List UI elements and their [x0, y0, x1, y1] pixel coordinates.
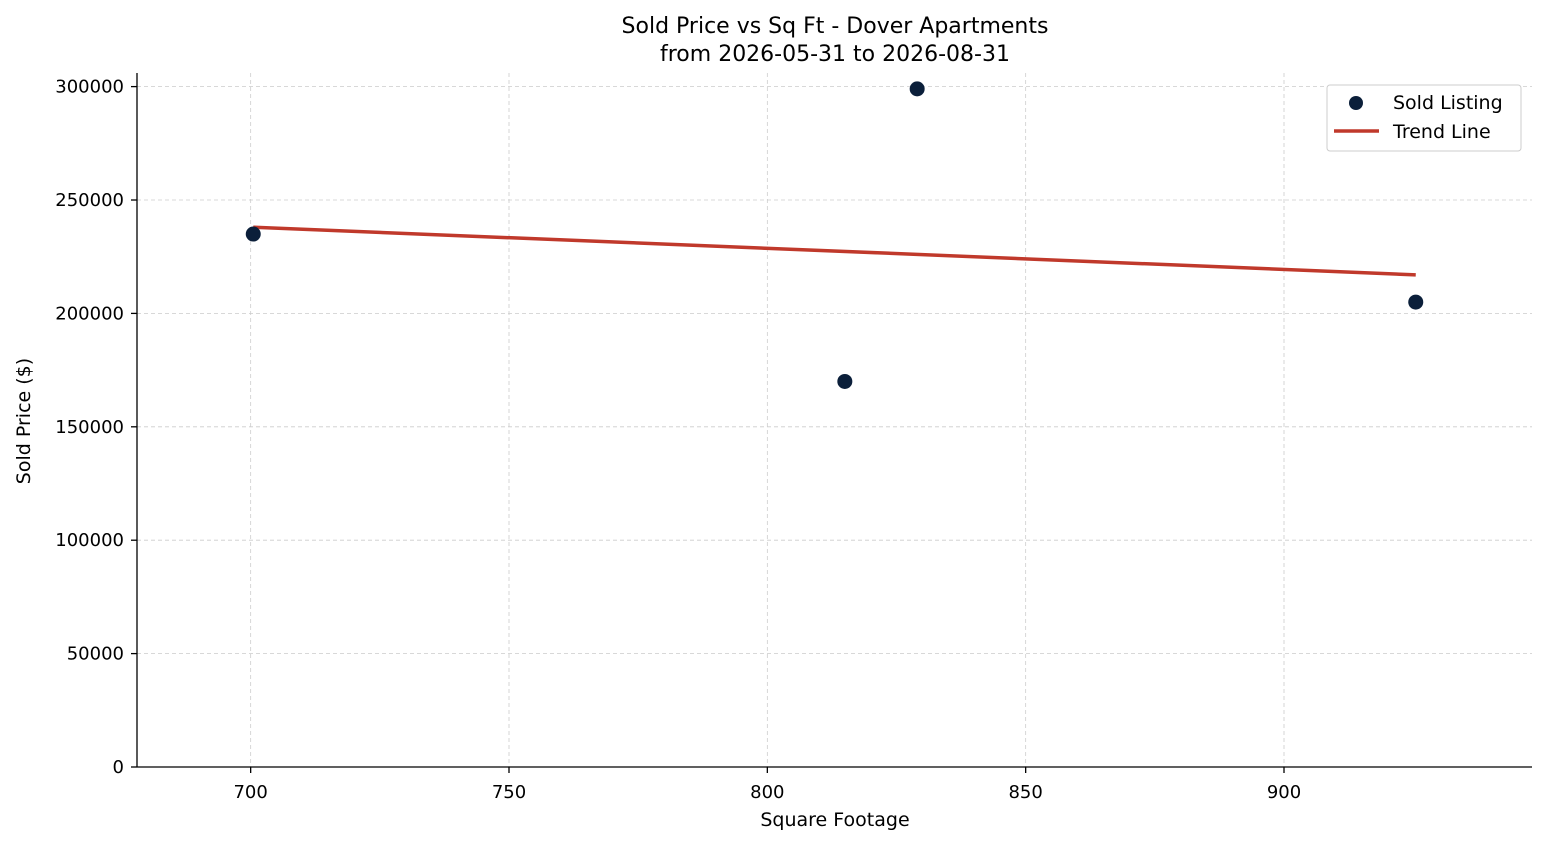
trend-line — [253, 225, 1416, 277]
legend-frame — [1326, 84, 1522, 152]
x-tick-label: 700 — [233, 782, 267, 803]
chart-title-line-2: from 2026-05-31 to 2026-08-31 — [660, 42, 1010, 67]
y-tick-label: 100000 — [55, 530, 124, 551]
y-tick-label: 250000 — [55, 190, 124, 211]
y-tick-label: 300000 — [55, 77, 124, 98]
scatter-point — [245, 226, 261, 242]
x-tick-label: 800 — [750, 782, 784, 803]
legend-scatter-marker — [1349, 96, 1363, 110]
axes: 700 750 800 850 900 0 50000 100000 150000 200000 2… — [55, 73, 1532, 803]
plot-area — [245, 81, 1424, 389]
scatter-point — [837, 373, 853, 389]
scatter-point — [909, 81, 925, 97]
y-tick-label: 0 — [113, 757, 124, 778]
legend-label-trend-line: Trend Line — [1392, 121, 1491, 143]
y-tick-label: 50000 — [67, 644, 124, 665]
x-axis-label: Square Footage — [760, 809, 909, 831]
legend-label-sold-listing: Sold Listing — [1393, 92, 1503, 114]
y-tick-label: 200000 — [55, 303, 124, 324]
x-tick-label: 750 — [492, 782, 526, 803]
x-tick-label: 850 — [1008, 782, 1042, 803]
x-tick-label: 900 — [1267, 782, 1301, 803]
chart-title-line-1: Sold Price vs Sq Ft - Dover Apartments — [622, 14, 1049, 39]
legend: Sold Listing Trend Line — [1326, 84, 1522, 152]
grid — [137, 73, 1532, 768]
scatter-point — [1408, 294, 1424, 310]
y-axis-label: Sold Price ($) — [13, 358, 35, 484]
y-tick-label: 150000 — [55, 417, 124, 438]
